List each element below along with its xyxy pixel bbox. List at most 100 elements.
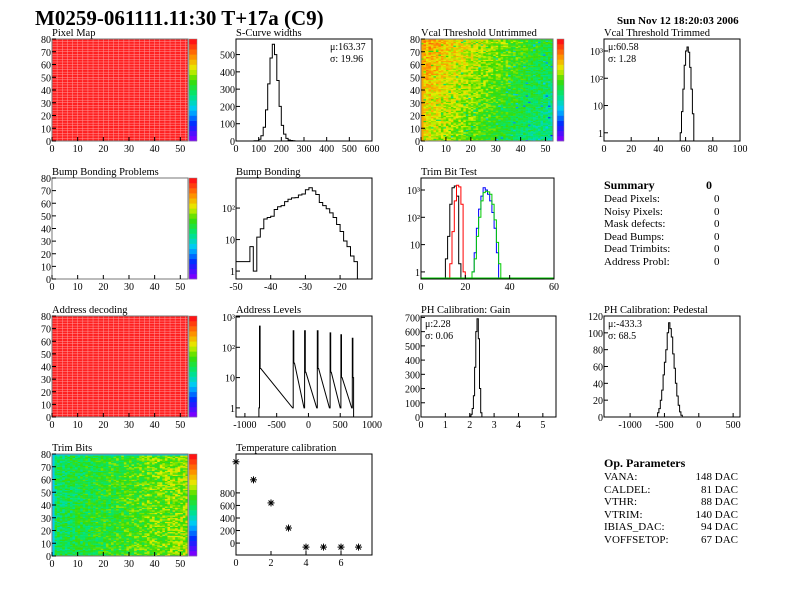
heatmap-cell bbox=[508, 96, 511, 98]
heatmap-cell bbox=[503, 51, 506, 54]
heatmap-cell bbox=[433, 119, 437, 121]
heatmap-cell bbox=[453, 91, 457, 93]
heatmap-cell bbox=[483, 101, 487, 104]
heatmap-cell bbox=[423, 106, 427, 109]
heatmap-cell bbox=[528, 40, 531, 42]
heatmap-cell bbox=[488, 83, 492, 86]
heatmap-cell bbox=[473, 125, 477, 128]
heatmap-cell bbox=[505, 41, 509, 44]
heatmap-cell bbox=[538, 47, 541, 50]
heatmap-cell bbox=[473, 53, 477, 55]
heatmap-cell bbox=[530, 73, 534, 75]
heatmap-cell bbox=[493, 115, 497, 118]
heatmap-cell bbox=[508, 51, 511, 54]
heatmap-cell bbox=[503, 78, 506, 81]
heatmap-cell bbox=[493, 39, 497, 41]
heatmap-cell bbox=[455, 93, 459, 96]
y-tick-label: 10 bbox=[225, 374, 235, 385]
heatmap-cell bbox=[428, 116, 432, 119]
heatmap-cell bbox=[425, 101, 429, 104]
heatmap-cell bbox=[548, 73, 551, 75]
heatmap-cell bbox=[498, 67, 501, 69]
heatmap-cell bbox=[445, 67, 449, 69]
heatmap-cell bbox=[490, 138, 494, 141]
stats-mean: μ:-433.3 bbox=[608, 319, 642, 330]
heatmap-cell bbox=[505, 132, 509, 134]
heatmap-cell bbox=[470, 105, 474, 107]
chart-title: Address Levels bbox=[236, 305, 301, 316]
heatmap-cell bbox=[433, 130, 437, 133]
heatmap-cell bbox=[520, 65, 524, 68]
heatmap-cell bbox=[498, 47, 501, 50]
heatmap-cell bbox=[473, 39, 477, 41]
heatmap-cell bbox=[493, 45, 497, 47]
heatmap-cell bbox=[495, 118, 499, 120]
heatmap-cell bbox=[450, 98, 454, 101]
heatmap-cell bbox=[483, 95, 487, 97]
histogram-bin bbox=[687, 47, 688, 141]
heatmap-cell bbox=[538, 116, 541, 119]
heatmap-cell bbox=[550, 123, 554, 125]
heatmap-cell bbox=[538, 119, 541, 121]
x-tick-label: -500 bbox=[655, 420, 673, 431]
heatmap-cell bbox=[460, 125, 464, 128]
heatmap-cell bbox=[421, 91, 424, 93]
heatmap-cell bbox=[463, 96, 467, 98]
y-tick-label: 80 bbox=[593, 346, 603, 357]
heatmap-cell bbox=[430, 120, 434, 123]
heatmap-cell bbox=[448, 93, 452, 96]
heatmap-cell bbox=[548, 132, 551, 134]
heatmap-cell bbox=[525, 114, 529, 116]
heatmap-cell bbox=[528, 53, 531, 55]
heatmap-cell bbox=[425, 120, 429, 123]
heatmap-cell bbox=[428, 83, 432, 86]
heatmap-cell bbox=[485, 96, 489, 98]
heatmap-cell bbox=[480, 97, 484, 100]
heatmap-cell bbox=[423, 41, 427, 44]
heatmap-cell bbox=[525, 88, 529, 91]
heatmap-cell bbox=[448, 73, 452, 75]
heatmap-cell bbox=[535, 51, 539, 54]
heatmap-cell bbox=[550, 138, 554, 141]
heatmap-cell bbox=[548, 138, 551, 141]
heatmap-cell bbox=[455, 78, 459, 81]
heatmap-cell bbox=[543, 65, 546, 68]
heatmap-cell bbox=[465, 109, 469, 111]
heatmap-cell bbox=[465, 82, 469, 84]
heatmap-cell bbox=[428, 123, 432, 125]
heatmap-cell bbox=[460, 61, 464, 64]
heatmap-cell bbox=[510, 135, 514, 138]
heatmap-cell bbox=[458, 97, 462, 100]
heatmap-cell bbox=[510, 74, 514, 77]
heatmap-cell bbox=[460, 64, 464, 67]
heatmap-cell bbox=[488, 58, 492, 60]
heatmap-cell bbox=[468, 128, 472, 130]
heatmap-cell bbox=[548, 74, 551, 77]
heatmap-cell bbox=[435, 125, 439, 128]
heatmap-cell bbox=[453, 44, 457, 46]
x-tick-label: 50 bbox=[175, 420, 185, 431]
heatmap-cell bbox=[460, 51, 464, 54]
heatmap-cell bbox=[455, 61, 459, 64]
heatmap-cell bbox=[448, 100, 452, 102]
heatmap-cell bbox=[475, 112, 479, 115]
heatmap-cell bbox=[520, 40, 524, 42]
heatmap-cell bbox=[443, 129, 447, 132]
heatmap-cell bbox=[488, 126, 492, 129]
heatmap-cell bbox=[423, 134, 427, 137]
heatmap-cell bbox=[503, 61, 506, 64]
heatmap-cell bbox=[470, 39, 474, 41]
heatmap-cell bbox=[503, 111, 506, 114]
heatmap-cell bbox=[525, 69, 529, 72]
heatmap-cell bbox=[515, 74, 519, 77]
heatmap-cell bbox=[473, 97, 477, 100]
heatmap-cell bbox=[543, 41, 546, 44]
heatmap-cell bbox=[480, 39, 484, 41]
heatmap-cell bbox=[488, 100, 492, 102]
heatmap-cell bbox=[505, 60, 509, 63]
heatmap-cell bbox=[435, 74, 439, 77]
heatmap-cell bbox=[538, 134, 541, 137]
heatmap-cell bbox=[440, 114, 444, 116]
heatmap-cell bbox=[440, 73, 444, 75]
